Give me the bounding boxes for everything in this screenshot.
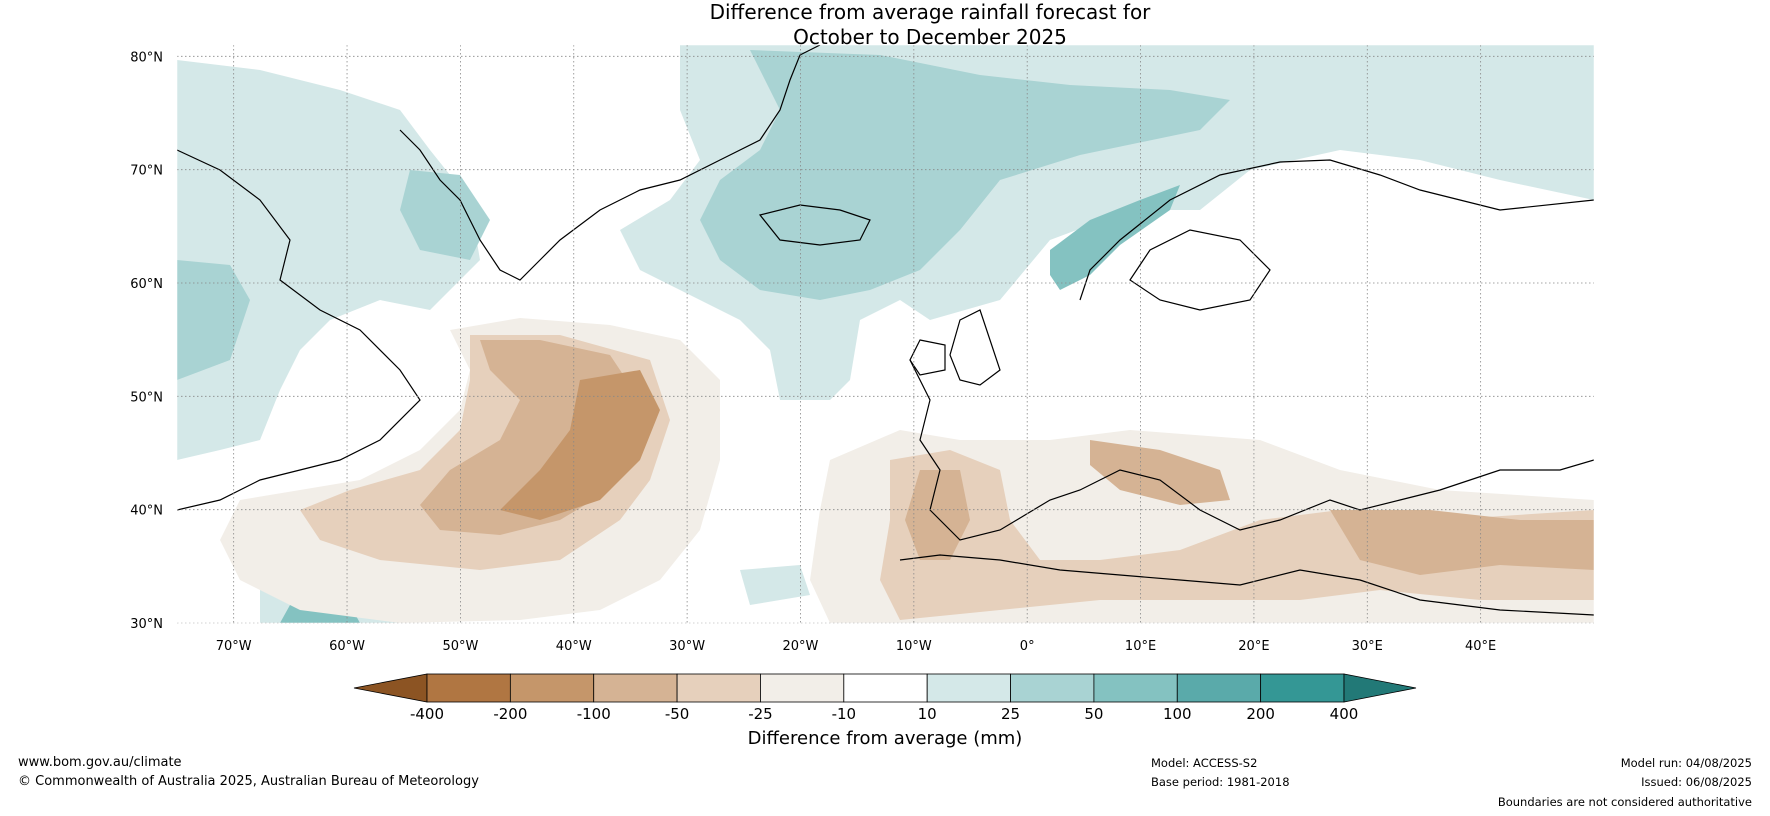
footer-model: Model: ACCESS-S2 xyxy=(1151,756,1258,770)
ireland-coast xyxy=(909,339,946,376)
colorbar-extend-high xyxy=(1343,673,1417,703)
iceland-coast xyxy=(758,204,871,246)
colorbar-tick-label: 200 xyxy=(1246,705,1275,723)
chart-title: Difference from average rainfall forecas… xyxy=(0,0,1770,50)
footer-base-period: Base period: 1981-2018 xyxy=(1151,775,1290,789)
colorbar-tick-label: 100 xyxy=(1163,705,1192,723)
colorbar-bin xyxy=(426,673,511,703)
colorbar-tick-label: -10 xyxy=(832,705,857,723)
longitude-label: 0° xyxy=(1020,639,1035,654)
footer-disclaimer: Boundaries are not considered authoritat… xyxy=(1497,795,1752,809)
europe-coast xyxy=(909,359,1594,541)
longitude-label: 40°W xyxy=(556,639,592,654)
colorbar-bin xyxy=(1260,673,1345,703)
colorbar-bin xyxy=(926,673,1011,703)
footer-website: www.bom.gov.au/climate xyxy=(18,755,182,770)
longitude-label: 10°E xyxy=(1125,639,1156,654)
footer-issued: Issued: 06/08/2025 xyxy=(1641,775,1752,789)
norway-coast xyxy=(1079,159,1594,301)
longitude-label: 20°W xyxy=(783,639,819,654)
longitude-label: 50°W xyxy=(442,639,478,654)
colorbar-tick-label: 10 xyxy=(918,705,937,723)
longitude-label: 40°E xyxy=(1465,639,1496,654)
longitude-label: 10°W xyxy=(896,639,932,654)
latitude-label: 50°N xyxy=(130,390,163,405)
dry-region-iberia-core xyxy=(905,470,970,560)
colorbar-tick-label: 25 xyxy=(1001,705,1020,723)
colorbar-bin xyxy=(509,673,595,703)
latitude-label: 80°N xyxy=(130,50,163,65)
colorbar-tick-label: -25 xyxy=(748,705,773,723)
longitude-label: 60°W xyxy=(329,639,365,654)
dry-region-mediterranean xyxy=(1090,440,1230,505)
wet-region-davis xyxy=(400,170,490,260)
footer-copyright: © Commonwealth of Australia 2025, Austra… xyxy=(18,774,479,789)
footer-model-run: Model run: 04/08/2025 xyxy=(1620,756,1752,770)
latitude-label: 60°N xyxy=(130,277,163,292)
colorbar-bin xyxy=(1176,673,1262,703)
dry-region-levant xyxy=(1330,510,1594,575)
colorbar-bin xyxy=(760,673,845,703)
colorbar xyxy=(353,673,1417,703)
colorbar-bin xyxy=(676,673,761,703)
baltic-coast xyxy=(1129,229,1271,311)
wet-region-greenland-sea xyxy=(700,50,1230,300)
latitude-label: 30°N xyxy=(130,617,163,632)
colorbar-extend-low xyxy=(353,673,428,703)
colorbar-labels: -400 -200 -100 -50 -25 -10 10 25 50 100 200 400 xyxy=(410,705,1358,723)
map-frame xyxy=(176,44,1595,624)
greenland-coast xyxy=(399,45,821,281)
wet-region-atlantic-small xyxy=(740,565,810,605)
colorbar-bin xyxy=(843,673,928,703)
colorbar-tick-label: -100 xyxy=(577,705,611,723)
longitude-label: 30°W xyxy=(669,639,705,654)
dry-region-atlantic-darkcore xyxy=(500,370,660,520)
anomaly-field xyxy=(177,45,1594,623)
colorbar-tick-label: -50 xyxy=(665,705,690,723)
longitude-label: 20°E xyxy=(1238,639,1269,654)
longitude-labels: 70°W 60°W 50°W 40°W 30°W 20°W 10°W 0° 10°E 20°E 30… xyxy=(216,639,1497,654)
colorbar-bin xyxy=(593,673,678,703)
title-line-1: Difference from average rainfall forecas… xyxy=(709,0,1151,24)
colorbar-tick-label: -400 xyxy=(410,705,444,723)
britain-coast xyxy=(949,309,1001,386)
wet-region-west xyxy=(177,60,480,460)
latitude-labels: 80°N 70°N 60°N 50°N 40°N 30°N xyxy=(130,50,163,632)
wet-region-norway xyxy=(1050,185,1180,290)
dry-region-iberia-mid xyxy=(880,450,1594,620)
north-africa-coast xyxy=(899,554,1594,616)
longitude-label: 70°W xyxy=(216,639,252,654)
colorbar-bin xyxy=(1010,673,1095,703)
colorbar-title: Difference from average (mm) xyxy=(747,728,1023,749)
colorbar-tick-label: 50 xyxy=(1084,705,1103,723)
latitude-label: 40°N xyxy=(130,504,163,519)
colorbar-tick-label: -200 xyxy=(493,705,527,723)
colorbar-bin xyxy=(1093,673,1178,703)
north-america-coast xyxy=(177,149,421,511)
colorbar-tick-label: 400 xyxy=(1330,705,1359,723)
latitude-label: 70°N xyxy=(130,164,163,179)
longitude-label: 30°E xyxy=(1352,639,1383,654)
coastlines xyxy=(177,45,1594,616)
wet-region-labrador xyxy=(177,260,250,380)
